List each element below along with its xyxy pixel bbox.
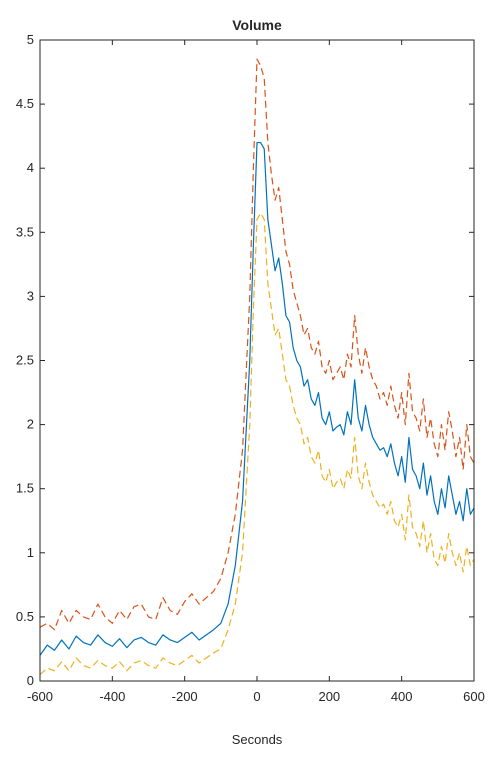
series-line-1 [39,141,475,656]
axes-box [39,39,475,682]
y-tick-label: 1.5 [16,481,34,496]
x-tick-label: 200 [318,689,340,704]
x-tick-label: 400 [391,689,413,704]
y-tick-label: 3 [27,288,34,303]
y-tick-label: 0.5 [16,609,34,624]
x-tick-label: 600 [463,689,485,704]
x-tick-label: -200 [172,689,198,704]
y-tick-label: 3.5 [16,224,34,239]
y-tick-label: 0 [27,673,34,688]
y-tick-label: 1 [27,545,34,560]
y-tick-label: 4 [27,160,34,175]
x-tick-label: -400 [99,689,125,704]
series-line-2 [39,58,475,631]
x-tick-label: -600 [27,689,53,704]
x-axis-label: Seconds [232,732,283,747]
plot-area: -600 -400 -200 0 200 400 600 0 0.5 1 1.5 2 2.5 3 3.5 4 4… [16,32,485,704]
y-tick-label: 2 [27,417,34,432]
y-tick-label: 4.5 [16,96,34,111]
series-line-3 [39,212,475,676]
y-tick-label: 2.5 [16,353,34,368]
y-tick-label: 5 [27,32,34,47]
chart-title: Volume [232,17,282,33]
x-tick-label: 0 [253,689,260,704]
